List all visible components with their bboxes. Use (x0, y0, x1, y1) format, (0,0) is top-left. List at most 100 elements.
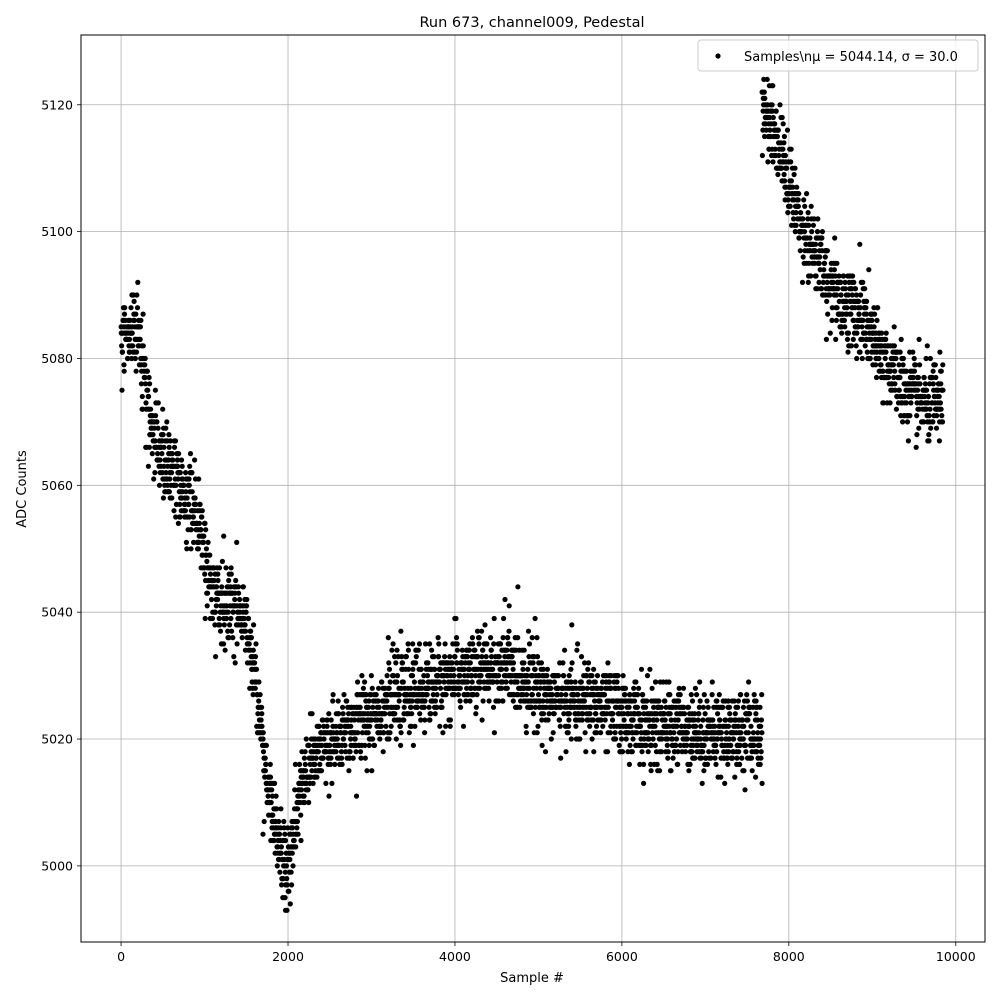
data-point (488, 660, 494, 666)
data-point (256, 679, 262, 685)
data-point (694, 692, 700, 698)
data-point (644, 698, 650, 704)
data-point (563, 749, 569, 755)
data-point (832, 235, 838, 241)
data-point (585, 666, 591, 672)
data-point (476, 635, 482, 641)
data-point (129, 355, 135, 362)
data-point (447, 654, 453, 660)
data-point (645, 749, 651, 755)
data-point (225, 628, 231, 634)
data-point (582, 660, 588, 666)
data-point (925, 400, 931, 406)
data-point (717, 717, 723, 723)
data-point (838, 292, 844, 298)
data-point (523, 730, 530, 736)
data-point (609, 717, 616, 723)
data-point (692, 755, 698, 761)
data-point (896, 387, 902, 393)
data-point (800, 216, 806, 222)
data-point (862, 343, 868, 349)
data-point (800, 254, 806, 260)
data-point (759, 780, 765, 787)
data-point (819, 235, 825, 241)
data-point (784, 127, 791, 133)
data-point (459, 647, 465, 653)
data-point (677, 742, 684, 749)
data-point (432, 698, 438, 704)
data-point (896, 362, 902, 368)
data-point (558, 692, 564, 698)
data-point (520, 666, 526, 672)
data-point (791, 216, 797, 222)
data-point (282, 869, 288, 875)
data-point (260, 831, 266, 837)
data-point (274, 806, 280, 812)
data-point (383, 723, 389, 729)
data-point (792, 229, 798, 235)
data-point (269, 793, 275, 799)
data-point (501, 615, 507, 622)
data-point (547, 679, 553, 685)
data-point (797, 248, 803, 254)
data-point (323, 780, 329, 787)
data-point (454, 641, 460, 647)
data-point (917, 381, 923, 387)
data-point (476, 641, 482, 647)
data-point (602, 717, 608, 723)
data-point (744, 692, 750, 698)
data-point (157, 457, 163, 463)
data-point (891, 324, 897, 330)
data-point (588, 704, 594, 710)
data-point (926, 438, 932, 444)
data-point (397, 723, 403, 729)
data-point (338, 749, 344, 755)
data-point (207, 571, 214, 577)
data-point (473, 711, 479, 717)
data-point (688, 692, 694, 698)
data-point (736, 749, 742, 755)
data-point (845, 330, 852, 336)
data-point (897, 374, 903, 381)
data-point (326, 793, 332, 799)
data-point (488, 654, 495, 660)
data-point (453, 635, 460, 641)
data-point (241, 615, 247, 622)
data-point (844, 305, 850, 311)
data-point (386, 736, 392, 742)
data-point (823, 336, 830, 342)
data-point (380, 749, 386, 755)
data-point (376, 704, 382, 710)
data-point (365, 704, 372, 710)
data-point (589, 673, 595, 679)
data-point (151, 425, 157, 431)
data-point (506, 628, 512, 634)
data-point (812, 248, 818, 254)
data-point (599, 679, 606, 685)
data-point (834, 305, 840, 311)
data-point (343, 730, 349, 736)
data-point (208, 596, 215, 603)
data-point (619, 736, 625, 742)
data-point (845, 292, 851, 298)
data-point (392, 711, 398, 717)
data-point (186, 514, 193, 520)
data-point (838, 279, 844, 285)
data-point (183, 470, 189, 476)
data-point (286, 888, 292, 894)
data-point (252, 660, 258, 666)
data-point (833, 317, 840, 323)
data-point (263, 761, 269, 768)
data-point (801, 197, 807, 203)
data-point (191, 539, 197, 546)
data-point (134, 292, 140, 298)
data-point (267, 761, 273, 768)
data-point (726, 736, 732, 742)
data-point (163, 425, 169, 431)
data-point (650, 730, 656, 736)
data-point (791, 171, 797, 178)
data-point (435, 673, 441, 679)
data-point (844, 336, 851, 342)
data-point (223, 615, 230, 622)
data-point (910, 374, 916, 381)
